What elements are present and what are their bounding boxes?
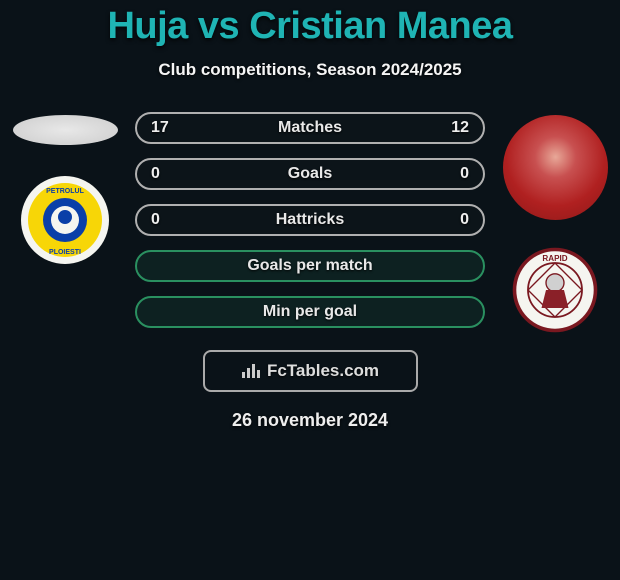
svg-text:PLOIESTI: PLOIESTI (49, 249, 81, 256)
petrolul-logo-icon: PETROLUL PLOIESTI (20, 175, 110, 265)
stat-row-matches: 17 Matches 12 (135, 112, 485, 144)
svg-text:RAPID: RAPID (542, 254, 567, 263)
right-player-photo (503, 115, 608, 220)
stat-left-value: 0 (151, 165, 191, 183)
stat-right-value: 12 (429, 119, 469, 137)
chart-bars-icon (241, 362, 263, 380)
stat-label: Hattricks (276, 211, 344, 229)
right-player-column: RAPID (500, 115, 610, 335)
rapid-logo-icon: RAPID (510, 240, 600, 340)
stat-label: Goals (288, 165, 332, 183)
stat-row-hattricks: 0 Hattricks 0 (135, 204, 485, 236)
stat-left-value: 17 (151, 119, 191, 137)
right-club-logo: RAPID (510, 245, 600, 335)
fctables-badge: FcTables.com (203, 350, 418, 392)
stat-right-value: 0 (429, 211, 469, 229)
left-player-column: PETROLUL PLOIESTI (10, 115, 120, 265)
stat-label: Goals per match (247, 257, 372, 275)
brand-text: FcTables.com (267, 361, 379, 381)
stat-row-mpg: Min per goal (135, 296, 485, 328)
stat-right-value: 0 (429, 165, 469, 183)
stat-label: Min per goal (263, 303, 357, 321)
brand-row: FcTables.com (0, 350, 620, 392)
stat-left-value: 0 (151, 211, 191, 229)
left-club-logo: PETROLUL PLOIESTI (20, 175, 110, 265)
stat-label: Matches (278, 119, 342, 137)
page-title: Huja vs Cristian Manea (0, 5, 620, 48)
date-text: 26 november 2024 (0, 410, 620, 431)
svg-text:PETROLUL: PETROLUL (46, 188, 84, 195)
stat-row-goals: 0 Goals 0 (135, 158, 485, 190)
page-subtitle: Club competitions, Season 2024/2025 (0, 60, 620, 80)
stats-bars: 17 Matches 12 0 Goals 0 0 Hattricks 0 Go… (120, 112, 500, 328)
left-player-photo (13, 115, 118, 145)
stat-row-gpm: Goals per match (135, 250, 485, 282)
comparison-content: PETROLUL PLOIESTI 17 Matches 12 0 Goals … (0, 115, 620, 335)
